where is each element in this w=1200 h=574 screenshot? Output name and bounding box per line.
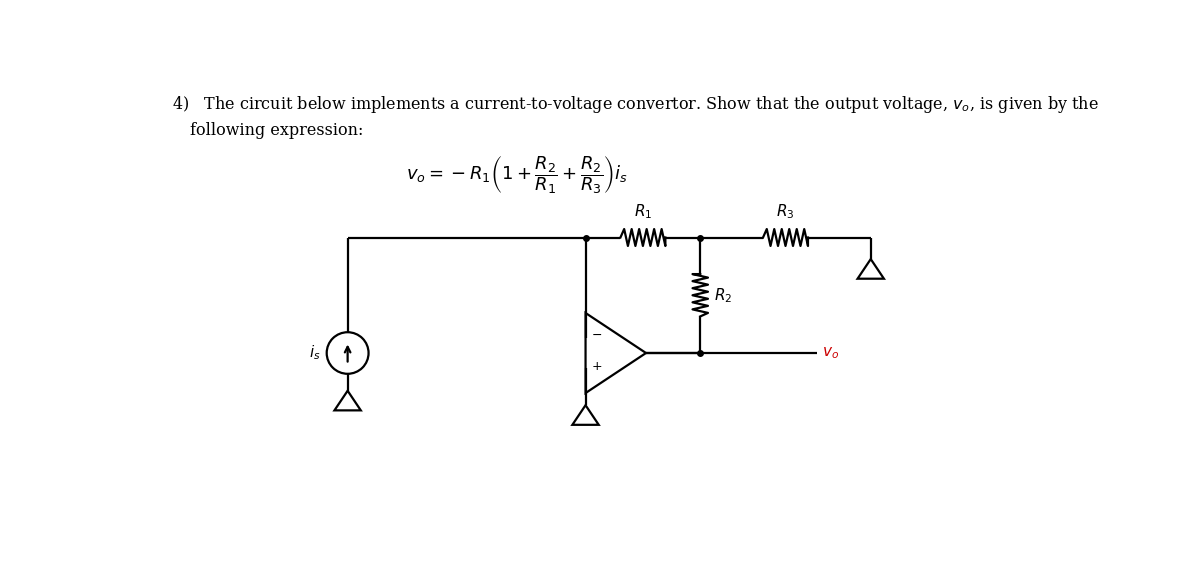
- Text: $i_s$: $i_s$: [308, 344, 320, 362]
- Text: $-$: $-$: [590, 328, 602, 341]
- Text: following expression:: following expression:: [191, 122, 364, 139]
- Text: $v_o$: $v_o$: [822, 345, 839, 361]
- Text: $v_o = -R_1\left(1 + \dfrac{R_2}{R_1} + \dfrac{R_2}{R_3}\right)i_s$: $v_o = -R_1\left(1 + \dfrac{R_2}{R_1} + …: [406, 154, 628, 196]
- Text: $R_1$: $R_1$: [634, 202, 652, 220]
- Text: $+$: $+$: [590, 360, 602, 373]
- Text: 4)   The circuit below implements a current-to-voltage convertor. Show that the : 4) The circuit below implements a curren…: [172, 94, 1098, 115]
- Text: $R_2$: $R_2$: [714, 286, 732, 305]
- Text: $R_3$: $R_3$: [776, 202, 794, 220]
